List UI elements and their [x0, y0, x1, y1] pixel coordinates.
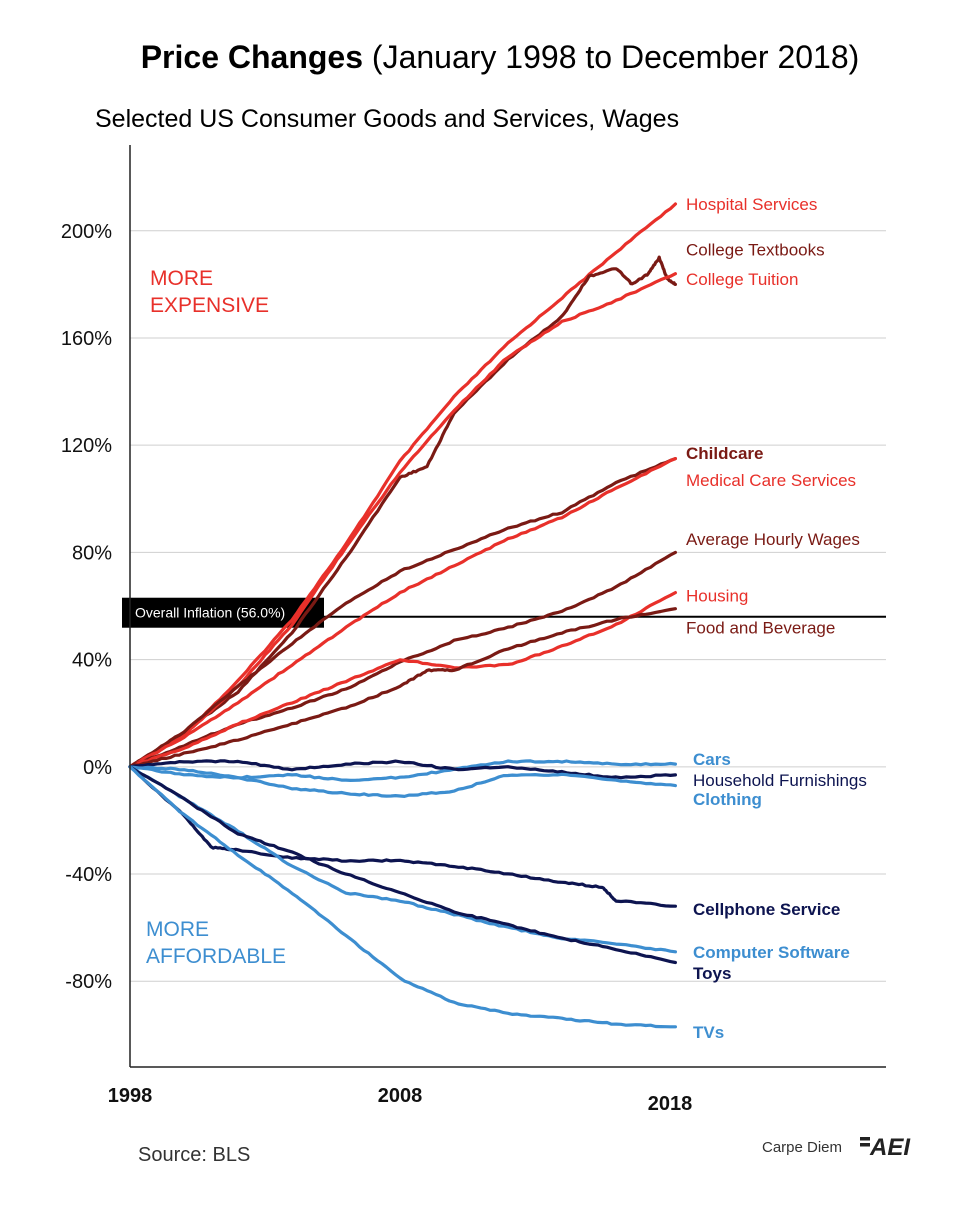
chart-title-range: (January 1998 to December 2018)	[372, 39, 859, 75]
series-label-average-hourly-wages: Average Hourly Wages	[686, 530, 860, 549]
series-lines	[128, 202, 677, 1029]
series-label-childcare: Childcare	[686, 444, 763, 463]
series-label-housing: Housing	[686, 586, 748, 605]
series-line-housing	[128, 591, 677, 769]
y-tick-label: 0%	[83, 757, 112, 779]
y-tick-label: 40%	[72, 650, 112, 672]
aei-logo: AEI	[860, 1134, 911, 1161]
aei-logo-text: AEI	[869, 1134, 911, 1161]
chart-subtitle: Selected US Consumer Goods and Services,…	[95, 105, 679, 133]
series-line-cellphone-service	[128, 765, 677, 908]
credit-carpe-diem: Carpe Diem	[762, 1139, 842, 1156]
annotation-more-expensive-line2: EXPENSIVE	[150, 294, 269, 317]
series-label-college-textbooks: College Textbooks	[686, 241, 825, 260]
series-label-cellphone-service: Cellphone Service	[693, 900, 840, 919]
y-tick-label: 160%	[61, 328, 112, 350]
series-label-medical-care-services: Medical Care Services	[686, 471, 856, 490]
series-line-food-and-beverage	[128, 607, 677, 769]
series-line-medical-care-services	[128, 457, 677, 769]
series-line-childcare	[128, 457, 677, 769]
series-line-tvs	[128, 765, 677, 1029]
annotation-more-expensive-line1: MORE	[150, 267, 213, 290]
series-line-cars	[128, 759, 677, 782]
series-label-computer-software: Computer Software	[693, 943, 850, 962]
series-label-clothing: Clothing	[693, 790, 762, 809]
chart-title-main: Price Changes	[141, 39, 363, 75]
series-label-hospital-services: Hospital Services	[686, 195, 817, 214]
series-line-clothing	[128, 765, 677, 798]
series-label-tvs: TVs	[693, 1023, 724, 1042]
y-tick-label: -40%	[65, 864, 112, 886]
series-labels: Hospital Services College Textbooks Colleg…	[686, 195, 867, 1042]
y-tick-label: 200%	[61, 221, 112, 243]
source-note: Source: BLS	[138, 1144, 250, 1166]
x-tick-label: 1998	[108, 1085, 153, 1107]
series-label-cars: Cars	[693, 750, 731, 769]
annotation-more-affordable-line2: AFFORDABLE	[146, 945, 286, 968]
axes: 200% 160% 120% 80% 40% 0% -40% -80% 1998 2008 2018	[61, 145, 886, 1115]
chart-title: Price Changes (January 1998 to December …	[141, 39, 860, 75]
y-tick-label: 120%	[61, 435, 112, 457]
series-line-college-tuition	[128, 272, 677, 769]
annotation-more-affordable-line1: MORE	[146, 918, 209, 941]
series-line-toys	[128, 765, 677, 965]
series-label-food-and-beverage: Food and Beverage	[686, 618, 835, 637]
y-tick-label: -80%	[65, 971, 112, 993]
series-label-college-tuition: College Tuition	[686, 270, 798, 289]
inflation-label: Overall Inflation (56.0%)	[135, 605, 285, 621]
series-label-toys: Toys	[693, 964, 731, 983]
series-line-college-textbooks	[128, 255, 677, 769]
x-tick-label: 2008	[378, 1085, 423, 1107]
y-tick-label: 80%	[72, 542, 112, 564]
series-label-household-furnishings: Household Furnishings	[693, 771, 867, 790]
x-tick-label: 2018	[648, 1093, 693, 1115]
